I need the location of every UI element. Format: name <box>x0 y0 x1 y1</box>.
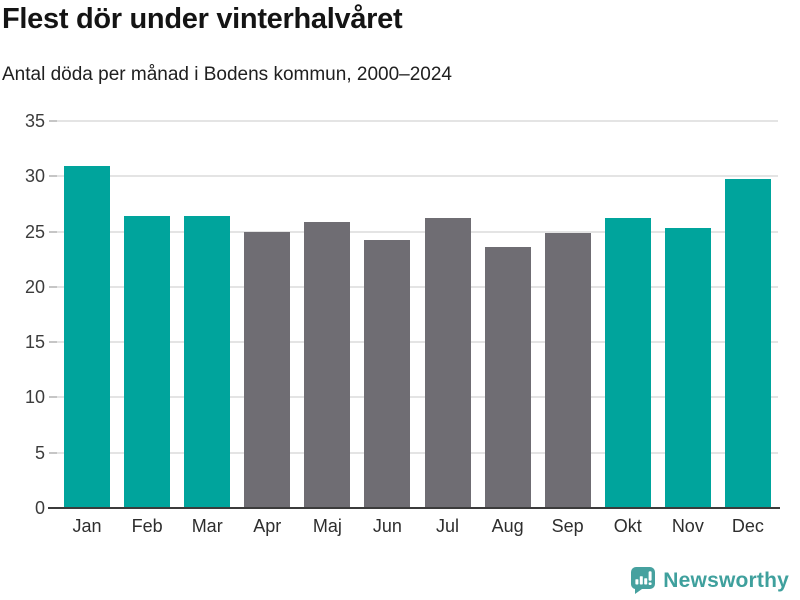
gridline-20 <box>57 285 778 288</box>
gridline-10 <box>57 396 778 399</box>
y-tick-label-15: 15 <box>24 332 45 353</box>
bar-slot <box>538 121 598 508</box>
y-tick-label-30: 30 <box>24 166 45 187</box>
y-tick-label-10: 10 <box>24 387 45 408</box>
bar-aug <box>484 247 531 508</box>
newsworthy-logo-icon <box>631 567 656 594</box>
bar-slot <box>177 121 237 508</box>
bar-slot <box>117 121 177 508</box>
y-tick-35 <box>49 120 57 122</box>
gridline-25 <box>57 230 778 233</box>
bar-jan <box>64 166 111 508</box>
x-tick-label-dec: Dec <box>731 516 764 536</box>
bar-sep <box>544 232 591 508</box>
x-tick-label-okt: Okt <box>613 516 642 536</box>
y-tick-label-20: 20 <box>24 276 45 297</box>
gridline-5 <box>57 451 778 454</box>
bar-slot <box>297 121 357 508</box>
y-tick-30 <box>49 175 57 178</box>
bar-slot <box>598 121 658 508</box>
bar-slot <box>417 121 477 508</box>
bar-nov <box>664 228 711 508</box>
x-axis-baseline <box>48 506 780 509</box>
bar-slot <box>718 121 778 508</box>
bar-jul <box>424 218 471 508</box>
y-tick-label-25: 25 <box>24 221 45 242</box>
y-tick-label-5: 5 <box>34 442 45 463</box>
y-tick-label-0: 0 <box>34 498 45 518</box>
bars-group <box>57 121 778 508</box>
gridline-30 <box>57 175 778 178</box>
bar-slot <box>658 121 718 508</box>
bar-slot <box>478 121 538 508</box>
y-tick-10 <box>49 396 57 399</box>
bar-slot <box>237 121 297 508</box>
brand-footer: Newsworthy <box>631 567 789 594</box>
x-tick-label-aug: Aug <box>491 516 524 536</box>
y-tick-15 <box>49 341 57 344</box>
x-tick-label-sep: Sep <box>551 516 584 536</box>
bar-okt <box>604 218 651 508</box>
bar-apr <box>244 231 291 508</box>
x-tick-label-jun: Jun <box>372 516 402 536</box>
x-tick-label-feb: Feb <box>131 516 163 536</box>
y-axis: 0 5 10 15 20 25 30 35 <box>0 112 45 517</box>
x-tick-label-nov: Nov <box>671 516 704 536</box>
bar-jun <box>364 240 411 508</box>
gridline-35 <box>57 120 778 122</box>
y-tick-25 <box>49 230 57 233</box>
x-tick-label-apr: Apr <box>253 516 282 536</box>
y-tick-5 <box>49 451 57 454</box>
x-tick-label-jan: Jan <box>72 516 102 536</box>
gridline-15 <box>57 341 778 344</box>
chart-title: Flest dör under vinterhalvåret <box>2 3 403 35</box>
x-axis: Jan Feb Mar Apr Maj Jun Jul Aug Sep Okt Nov Dec <box>57 516 778 537</box>
chart-subtitle: Antal döda per månad i Bodens kommun, 20… <box>2 64 452 85</box>
brand-name: Newsworthy <box>663 568 789 592</box>
bar-maj <box>304 221 351 508</box>
x-tick-label-jul: Jul <box>436 516 460 536</box>
bar-slot <box>357 121 417 508</box>
x-tick-label-maj: Maj <box>312 516 342 536</box>
y-tick-20 <box>49 285 57 288</box>
y-tick-label-35: 35 <box>24 111 45 131</box>
bar-dec <box>724 178 771 508</box>
x-tick-label-mar: Mar <box>191 516 223 536</box>
bar-slot <box>57 121 117 508</box>
bar-mar <box>184 216 231 508</box>
plot-area <box>48 120 780 509</box>
bar-feb <box>124 216 171 508</box>
